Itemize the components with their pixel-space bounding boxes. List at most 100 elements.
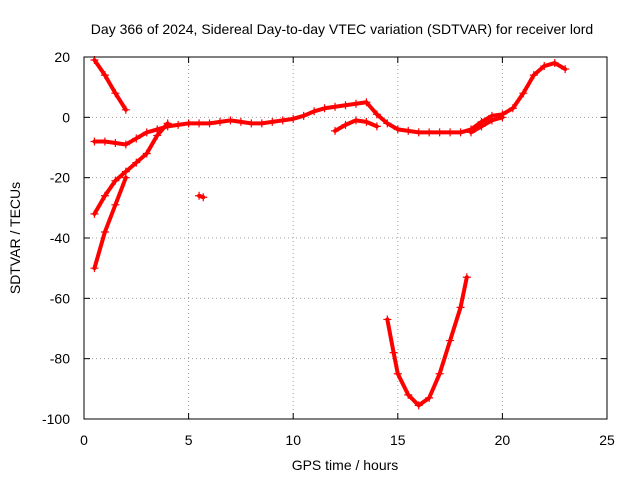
data-point <box>184 119 193 128</box>
data-point <box>90 209 99 218</box>
series-trace <box>92 175 128 271</box>
data-point <box>111 138 120 147</box>
data-point <box>550 59 559 68</box>
data-point <box>100 227 109 236</box>
data-point <box>268 117 277 126</box>
data-point <box>467 128 476 137</box>
series-trace <box>385 275 469 408</box>
data-point <box>540 62 549 71</box>
x-tick-label: 25 <box>599 432 615 448</box>
series-trace <box>92 121 170 216</box>
data-point <box>331 126 340 135</box>
data-series <box>90 56 130 114</box>
grid <box>84 57 607 419</box>
series-trace <box>92 61 568 147</box>
data-point <box>226 116 235 125</box>
y-tick-label: -100 <box>42 411 70 427</box>
x-tick-label: 10 <box>285 432 301 448</box>
data-point <box>163 119 172 128</box>
data-point <box>414 128 423 137</box>
data-point <box>132 134 141 143</box>
data-series <box>195 191 208 202</box>
data-point <box>425 393 434 402</box>
data-point <box>341 101 350 110</box>
data-point <box>446 336 455 345</box>
data-point <box>393 369 402 378</box>
data-point <box>529 71 538 80</box>
series-trace <box>469 115 505 135</box>
data-point <box>174 120 183 129</box>
data-point <box>389 348 398 357</box>
data-point <box>100 137 109 146</box>
data-point <box>456 303 465 312</box>
data-point <box>153 131 162 140</box>
y-tick-labels: -100 -80 -60 -40 -20 0 20 <box>42 49 70 427</box>
data-point <box>383 119 392 128</box>
series-layer <box>90 56 570 410</box>
x-tick-label: 0 <box>80 432 88 448</box>
data-point <box>121 140 130 149</box>
data-point <box>310 107 319 116</box>
data-point <box>487 116 496 125</box>
data-point <box>142 149 151 158</box>
data-point <box>111 176 120 185</box>
data-series <box>90 119 172 218</box>
data-point <box>456 128 465 137</box>
data-series <box>467 113 507 137</box>
data-point <box>446 128 455 137</box>
data-point <box>561 65 570 74</box>
data-point <box>111 89 120 98</box>
data-point <box>508 104 517 113</box>
data-point <box>404 126 413 135</box>
axis-ticks <box>83 56 608 420</box>
data-point <box>90 264 99 273</box>
y-tick-label: -60 <box>50 290 70 306</box>
data-point <box>362 98 371 107</box>
data-point <box>477 122 486 131</box>
data-point <box>362 117 371 126</box>
data-point <box>111 200 120 209</box>
data-point <box>519 89 528 98</box>
x-tick-label: 5 <box>185 432 193 448</box>
data-point <box>142 128 151 137</box>
chart-title: Day 366 of 2024, Sidereal Day-to-day VTE… <box>91 21 593 37</box>
series-trace <box>92 58 128 112</box>
data-point <box>236 117 245 126</box>
y-tick-label: -20 <box>50 170 70 186</box>
x-axis-label: GPS time / hours <box>292 457 399 473</box>
data-point <box>320 104 329 113</box>
y-tick-label: 0 <box>62 109 70 125</box>
data-point <box>199 193 208 202</box>
data-point <box>425 128 434 137</box>
data-point <box>414 401 423 410</box>
data-point <box>435 369 444 378</box>
data-point <box>289 114 298 123</box>
data-point <box>100 71 109 80</box>
y-tick-label: 20 <box>54 49 70 65</box>
data-point <box>331 102 340 111</box>
data-point <box>498 113 507 122</box>
data-point <box>195 119 204 128</box>
data-point <box>215 117 224 126</box>
data-point <box>351 116 360 125</box>
data-point <box>247 119 256 128</box>
y-tick-label: -80 <box>50 351 70 367</box>
data-point <box>121 105 130 114</box>
data-point <box>257 119 266 128</box>
data-point <box>383 315 392 324</box>
data-point <box>404 390 413 399</box>
data-point <box>462 273 471 282</box>
data-series <box>331 116 381 135</box>
data-point <box>372 110 381 119</box>
data-point <box>132 158 141 167</box>
data-point <box>121 173 130 182</box>
data-series <box>90 59 570 149</box>
data-series <box>90 173 130 273</box>
data-point <box>393 125 402 134</box>
data-series <box>383 273 471 410</box>
y-tick-label: -40 <box>50 230 70 246</box>
data-point <box>372 122 381 131</box>
x-tick-label: 20 <box>495 432 511 448</box>
data-point <box>278 116 287 125</box>
